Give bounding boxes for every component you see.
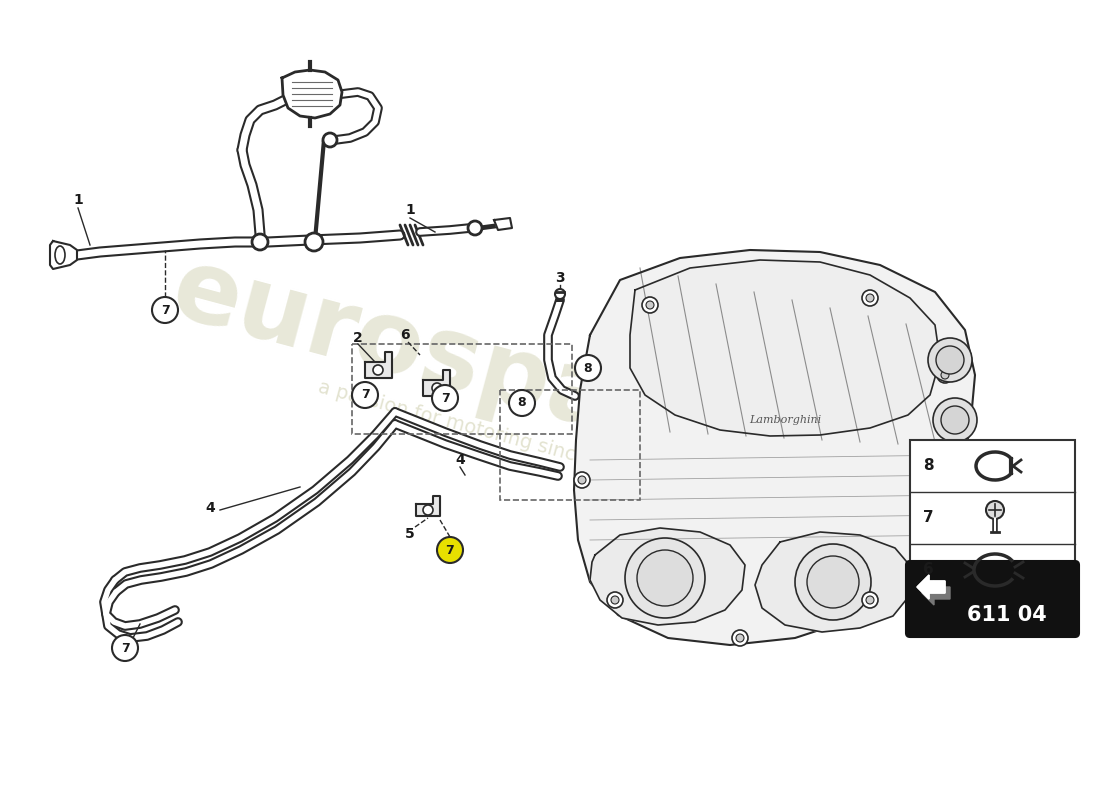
- Circle shape: [556, 289, 565, 299]
- Polygon shape: [917, 575, 945, 599]
- Text: eurospares: eurospares: [162, 242, 798, 498]
- Ellipse shape: [55, 246, 65, 264]
- Circle shape: [933, 398, 977, 442]
- Circle shape: [928, 338, 972, 382]
- Polygon shape: [416, 496, 440, 516]
- Text: 6: 6: [923, 562, 934, 578]
- Circle shape: [642, 297, 658, 313]
- Text: 7: 7: [923, 510, 933, 526]
- Circle shape: [866, 596, 874, 604]
- Circle shape: [424, 505, 433, 515]
- Polygon shape: [574, 250, 975, 645]
- Circle shape: [578, 476, 586, 484]
- Polygon shape: [917, 575, 945, 599]
- Text: 2: 2: [353, 331, 363, 345]
- FancyBboxPatch shape: [910, 440, 1075, 565]
- Polygon shape: [494, 218, 512, 230]
- Circle shape: [807, 556, 859, 608]
- Circle shape: [646, 301, 654, 309]
- Polygon shape: [282, 70, 342, 118]
- Circle shape: [936, 486, 944, 494]
- Text: 5: 5: [405, 527, 415, 541]
- Text: 7: 7: [441, 391, 450, 405]
- Text: 611 04: 611 04: [967, 605, 1047, 625]
- Polygon shape: [630, 260, 940, 436]
- Text: 1: 1: [405, 203, 415, 217]
- Text: 8: 8: [923, 458, 933, 474]
- Text: 7: 7: [446, 543, 454, 557]
- Circle shape: [152, 297, 178, 323]
- FancyBboxPatch shape: [906, 561, 1079, 637]
- Circle shape: [305, 233, 323, 251]
- Circle shape: [732, 630, 748, 646]
- Text: 4: 4: [455, 453, 465, 467]
- Circle shape: [432, 383, 442, 393]
- Text: 7: 7: [121, 642, 130, 654]
- Polygon shape: [365, 352, 392, 378]
- Circle shape: [574, 472, 590, 488]
- Text: 3: 3: [556, 271, 564, 285]
- Circle shape: [932, 482, 948, 498]
- Circle shape: [795, 544, 871, 620]
- Circle shape: [936, 346, 964, 374]
- Polygon shape: [590, 528, 745, 625]
- Text: 6: 6: [400, 328, 410, 342]
- Circle shape: [607, 592, 623, 608]
- Text: a passion for motoring since 1985: a passion for motoring since 1985: [317, 378, 644, 482]
- Circle shape: [940, 406, 969, 434]
- Text: 7: 7: [361, 389, 370, 402]
- Circle shape: [509, 390, 535, 416]
- Polygon shape: [755, 532, 912, 632]
- Text: 1: 1: [73, 193, 82, 207]
- Circle shape: [112, 635, 138, 661]
- Circle shape: [352, 382, 378, 408]
- Polygon shape: [922, 581, 950, 605]
- Text: Lamborghini: Lamborghini: [749, 415, 821, 425]
- Circle shape: [862, 592, 878, 608]
- Text: 8: 8: [584, 362, 592, 374]
- Circle shape: [940, 371, 949, 379]
- Circle shape: [938, 466, 966, 494]
- Text: 8: 8: [518, 397, 526, 410]
- Circle shape: [437, 537, 463, 563]
- Circle shape: [986, 501, 1004, 519]
- Circle shape: [373, 365, 383, 375]
- Circle shape: [862, 290, 878, 306]
- Circle shape: [866, 294, 874, 302]
- Polygon shape: [50, 241, 77, 269]
- Circle shape: [937, 367, 953, 383]
- Circle shape: [432, 385, 458, 411]
- Text: 7: 7: [161, 303, 169, 317]
- Circle shape: [736, 634, 744, 642]
- Circle shape: [468, 221, 482, 235]
- Circle shape: [252, 234, 268, 250]
- Circle shape: [637, 550, 693, 606]
- Polygon shape: [424, 370, 450, 396]
- Circle shape: [610, 596, 619, 604]
- Text: 4: 4: [205, 501, 214, 515]
- Circle shape: [625, 538, 705, 618]
- Circle shape: [930, 458, 974, 502]
- Circle shape: [323, 133, 337, 147]
- Circle shape: [575, 355, 601, 381]
